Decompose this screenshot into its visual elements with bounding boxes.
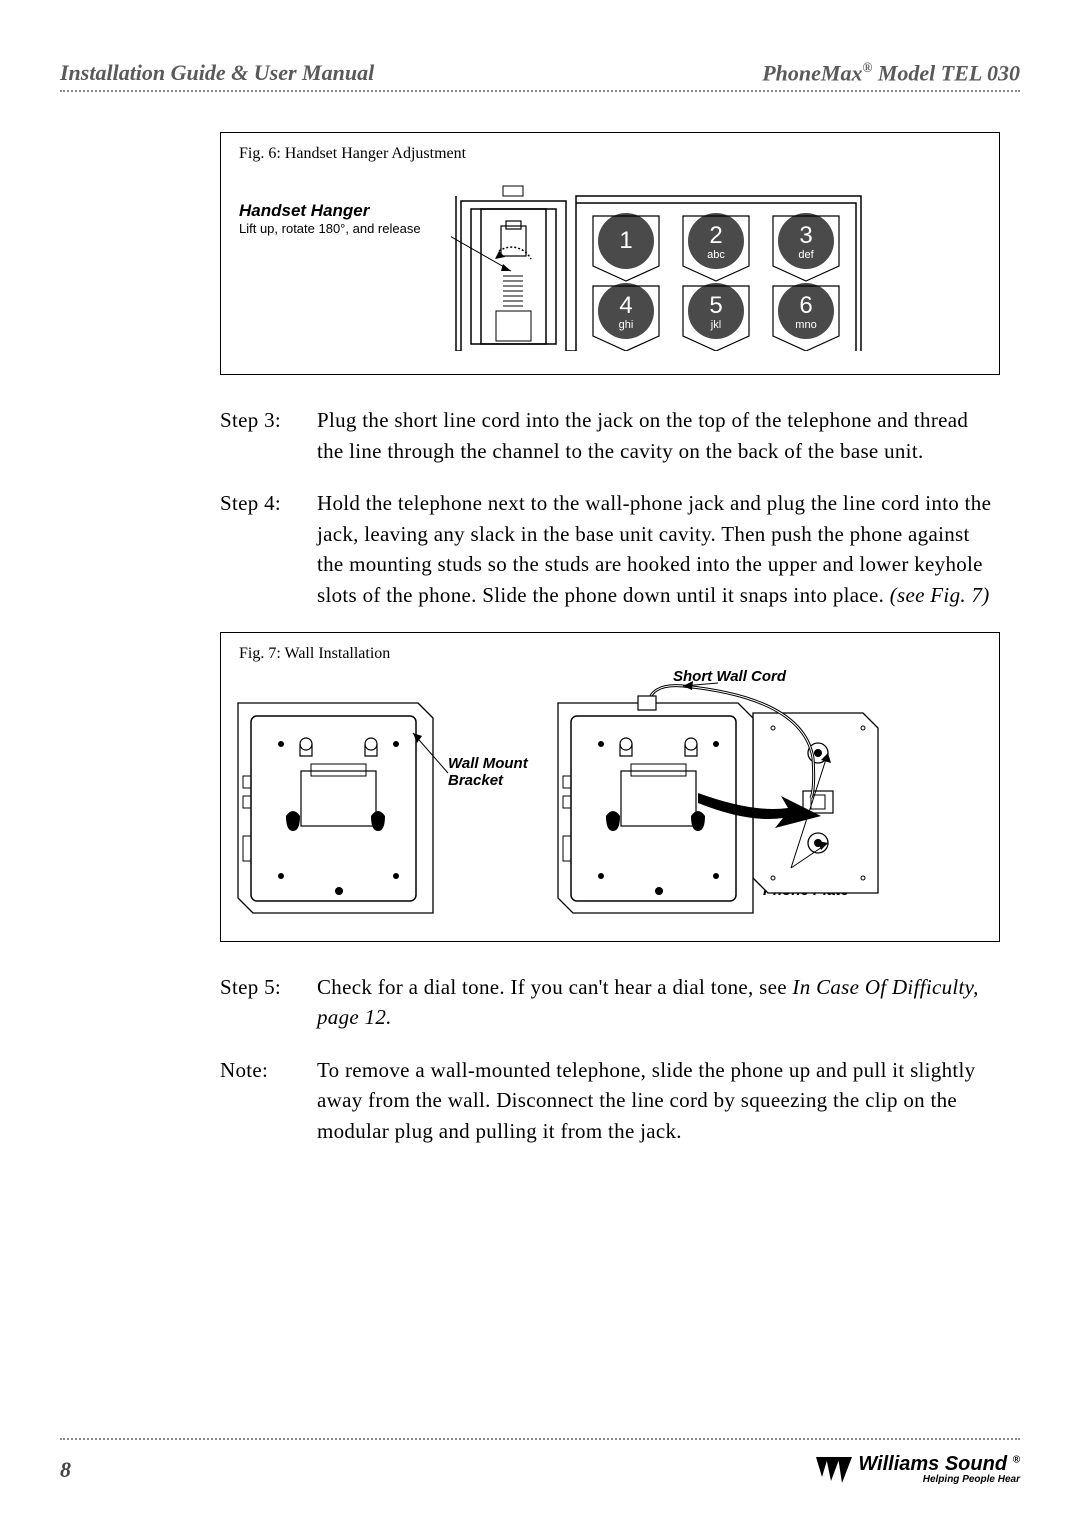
logo-icon xyxy=(816,1457,852,1483)
step-3-label: Step 3: xyxy=(220,405,305,466)
step-4-body: Hold the telephone next to the wall-phon… xyxy=(317,488,1000,610)
handset-hanger-label: Handset Hanger xyxy=(239,201,421,221)
step-3: Step 3: Plug the short line cord into th… xyxy=(220,405,1000,466)
fig7-caption: Fig. 7: Wall Installation xyxy=(239,645,390,663)
page-header: Installation Guide & User Manual PhoneMa… xyxy=(60,60,1020,90)
svg-text:Wall Mount: Wall Mount xyxy=(448,755,529,772)
svg-text:abc: abc xyxy=(707,249,725,261)
step-4-label: Step 4: xyxy=(220,488,305,610)
svg-text:def: def xyxy=(798,249,814,261)
note-label: Note: xyxy=(220,1055,305,1146)
page-number: 8 xyxy=(60,1457,71,1483)
svg-text:1: 1 xyxy=(619,227,632,254)
step-5-body: Check for a dial tone. If you can't hear… xyxy=(317,972,1000,1033)
svg-text:5: 5 xyxy=(709,292,722,319)
header-right: PhoneMax® Model TEL 030 xyxy=(762,60,1020,86)
header-left: Installation Guide & User Manual xyxy=(60,60,374,86)
svg-text:ghi: ghi xyxy=(618,319,633,331)
fig6-caption: Fig. 6: Handset Hanger Adjustment xyxy=(239,145,981,163)
note: Note: To remove a wall-mounted telephone… xyxy=(220,1055,1000,1146)
logo-tagline: Helping People Hear xyxy=(858,1474,1020,1485)
page-footer: 8 Williams Sound ® Helping People Hear xyxy=(60,1438,1020,1485)
note-body: To remove a wall-mounted telephone, slid… xyxy=(317,1055,1000,1146)
svg-text:Short Wall Cord: Short Wall Cord xyxy=(673,668,787,685)
svg-text:2: 2 xyxy=(709,222,722,249)
step-3-body: Plug the short line cord into the jack o… xyxy=(317,405,1000,466)
step-5: Step 5: Check for a dial tone. If you ca… xyxy=(220,972,1000,1033)
fig6-diagram: 1 2 abc 3 def 4 ghi 5 jkl 6 mno xyxy=(451,181,981,356)
svg-text:3: 3 xyxy=(799,222,812,249)
step-4: Step 4: Hold the telephone next to the w… xyxy=(220,488,1000,610)
step-5-label: Step 5: xyxy=(220,972,305,1033)
svg-text:6: 6 xyxy=(799,292,812,319)
svg-text:mno: mno xyxy=(795,319,816,331)
svg-text:Bracket: Bracket xyxy=(448,772,504,789)
fig6-label-block: Handset Hanger Lift up, rotate 180°, and… xyxy=(239,181,421,236)
handset-hanger-sublabel: Lift up, rotate 180°, and release xyxy=(239,221,421,236)
footer-divider xyxy=(60,1438,1020,1440)
logo-text: Williams Sound ® xyxy=(858,1454,1020,1474)
figure-7: Fig. 7: Wall Installation Short Wall Cor… xyxy=(220,632,1000,942)
svg-text:4: 4 xyxy=(619,292,632,319)
figure-6: Fig. 6: Handset Hanger Adjustment Handse… xyxy=(220,132,1000,375)
main-content: Fig. 6: Handset Hanger Adjustment Handse… xyxy=(60,132,1020,1146)
header-divider xyxy=(60,90,1020,92)
williams-sound-logo: Williams Sound ® Helping People Hear xyxy=(816,1454,1020,1485)
svg-text:jkl: jkl xyxy=(709,319,720,331)
